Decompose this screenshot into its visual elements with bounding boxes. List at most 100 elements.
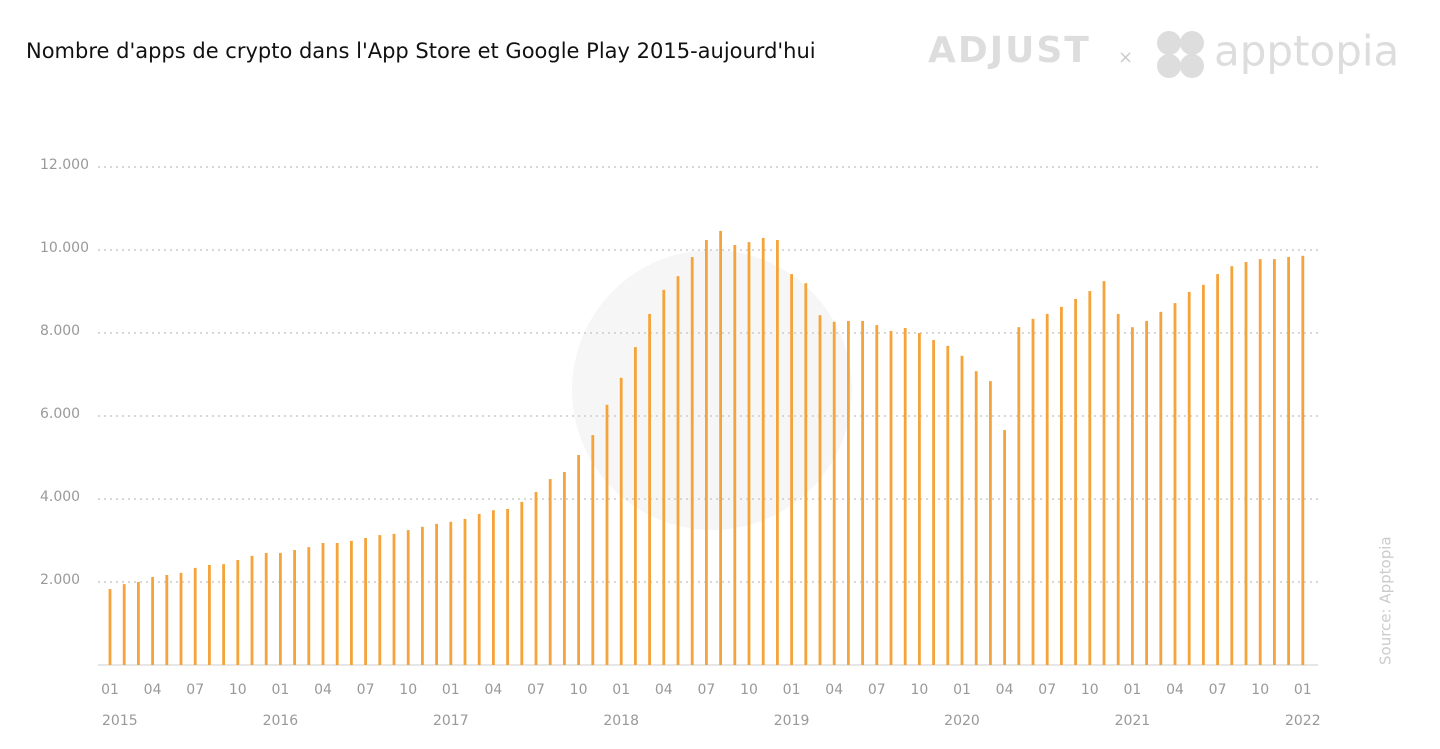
bar (563, 472, 566, 665)
x-tick-label: 07 (186, 682, 204, 698)
y-tick-label: 10.000 (40, 240, 89, 256)
bar (577, 455, 580, 665)
bar (1273, 259, 1276, 665)
bar (705, 240, 708, 666)
x-tick-label: 01 (442, 682, 460, 698)
x-tick-label: 07 (1209, 682, 1227, 698)
brand-left: ADJUST (928, 30, 1091, 71)
bar (534, 491, 538, 665)
bar (932, 340, 935, 665)
brand-right: apptopia (1214, 27, 1399, 76)
x-tick-label: 04 (144, 682, 162, 698)
bar (108, 589, 112, 665)
bar (307, 547, 311, 665)
bar (222, 564, 225, 665)
bar (264, 552, 268, 665)
x-tick-label: 04 (825, 682, 843, 698)
bar (548, 479, 552, 665)
x-tick-label: 07 (357, 682, 375, 698)
x-tick-label: 04 (314, 682, 332, 698)
bar (335, 542, 339, 665)
bar (1074, 298, 1077, 665)
bar (179, 572, 183, 665)
x-tick-label: 04 (1166, 682, 1184, 698)
y-tick-label: 12.000 (40, 157, 89, 173)
source: Source: Apptopia (1377, 536, 1395, 665)
x-tick-label: 10 (1081, 682, 1099, 698)
bar (960, 355, 964, 665)
bar (364, 538, 367, 665)
bar (1088, 291, 1092, 665)
bar (1216, 274, 1219, 665)
bar (1202, 284, 1205, 665)
bar (1187, 291, 1191, 665)
bar (918, 333, 921, 665)
brand-separator: × (1118, 47, 1133, 68)
bar (449, 521, 453, 665)
bar (435, 523, 438, 665)
year-label: 2018 (603, 713, 639, 729)
bar (1230, 266, 1234, 665)
bar (1258, 259, 1262, 665)
y-tick-label: 4.000 (40, 489, 80, 505)
bar (1017, 327, 1021, 665)
bar (747, 242, 751, 666)
bar (506, 508, 509, 665)
x-tick-label: 10 (399, 682, 417, 698)
bar (293, 550, 296, 665)
year-label: 2020 (944, 713, 980, 729)
brand-icon (1157, 31, 1204, 78)
bar (761, 237, 765, 665)
bar (350, 540, 353, 665)
bar (236, 560, 240, 665)
bar (406, 530, 410, 665)
bar (832, 321, 836, 665)
x-tick-label: 01 (271, 682, 289, 698)
x-tick-label: 07 (697, 682, 715, 698)
bar (520, 501, 524, 665)
y-tick-label: 6.000 (40, 406, 80, 422)
y-tick-label: 2.000 (40, 572, 80, 588)
bar (1301, 255, 1305, 665)
x-tick-label: 10 (740, 682, 758, 698)
x-tick-label: 10 (229, 682, 247, 698)
bar (903, 328, 907, 665)
bar (1145, 320, 1148, 665)
bar (1116, 313, 1120, 665)
bar (676, 276, 680, 665)
bar (1131, 327, 1134, 665)
bar (1159, 311, 1163, 665)
bar (861, 320, 864, 665)
bar (619, 377, 623, 665)
x-tick-label: 01 (953, 682, 971, 698)
x-tick-label: 07 (527, 682, 545, 698)
x-tick-label: 04 (655, 682, 673, 698)
bar (804, 283, 808, 665)
year-label: 2015 (102, 713, 138, 729)
x-tick-label: 01 (783, 682, 801, 698)
year-label: 2016 (263, 713, 299, 729)
bar (250, 555, 254, 665)
bar (477, 513, 481, 665)
bar (1102, 281, 1106, 665)
bar (591, 435, 595, 665)
bar (492, 510, 495, 665)
bar (648, 313, 651, 665)
bar (1060, 306, 1063, 665)
bar (1045, 313, 1049, 665)
x-tick-label: 04 (484, 682, 502, 698)
x-tick-label: 10 (1251, 682, 1269, 698)
bar (208, 564, 211, 665)
bar (137, 582, 140, 665)
x-tick-label: 10 (570, 682, 588, 698)
bar (733, 245, 737, 665)
x-tick-label: 04 (996, 682, 1014, 698)
x-tick-label: 07 (1038, 682, 1056, 698)
bar (279, 552, 282, 665)
bar (392, 533, 396, 665)
bar (1031, 318, 1035, 665)
bar (321, 542, 325, 665)
bar (946, 345, 950, 665)
bar (690, 257, 694, 665)
bar (151, 577, 154, 665)
